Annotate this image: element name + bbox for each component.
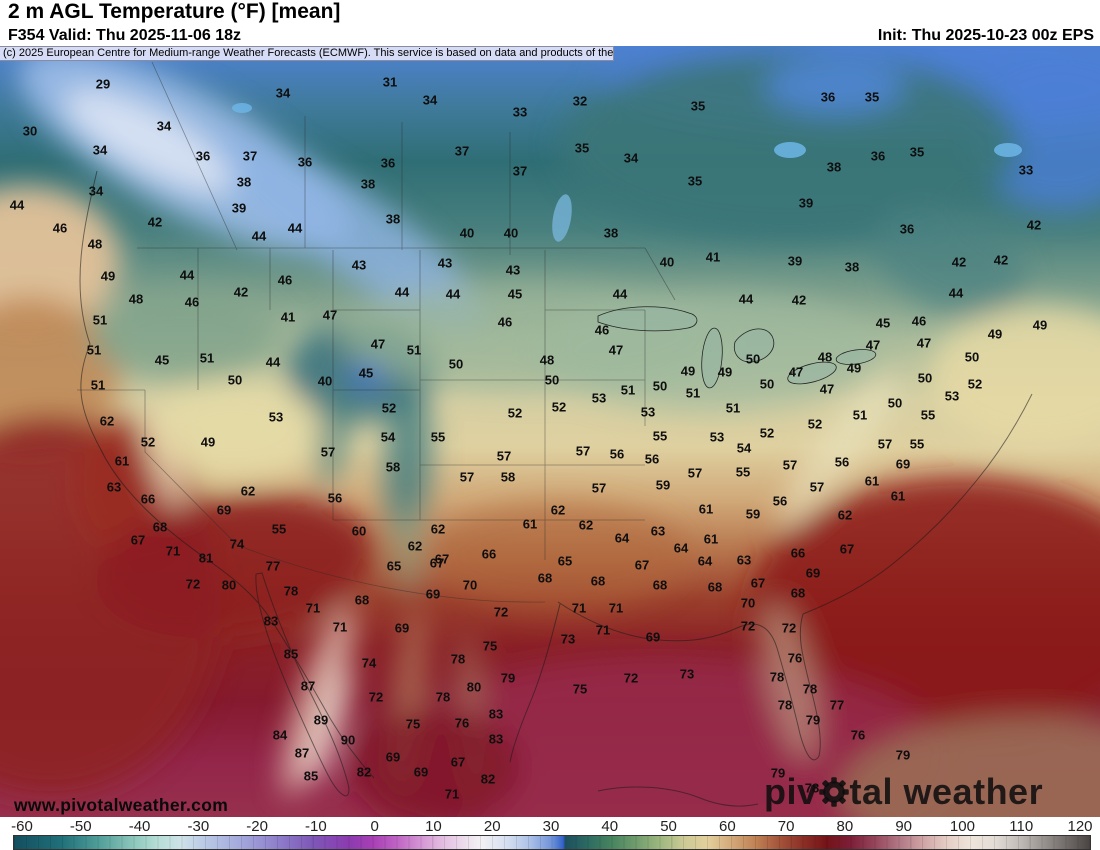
border-lines — [77, 61, 676, 603]
valid-time-label: F354 Valid: Thu 2025-11-06 18z — [8, 27, 242, 44]
colorbar-tick-label: -30 — [187, 818, 210, 835]
colorbar-tick-label: 10 — [425, 818, 442, 835]
brand-text-suffix: tal weather — [849, 771, 1044, 812]
colorbar-legend: -60 -50 -40 -30 -20 -10 0 10 20 30 40 50 60 70 80 90 100… — [0, 817, 1100, 850]
lake-shapes-canada — [232, 103, 1022, 242]
coastline-lines — [79, 170, 1033, 807]
colorbar-tick-label: 0 — [370, 818, 379, 835]
colorbar-tick-label: -20 — [246, 818, 268, 835]
colorbar-gradient — [13, 835, 1091, 850]
colorbar-tick-label: -60 — [11, 818, 33, 835]
copyright-bar: (c) 2025 European Centre for Medium-rang… — [0, 46, 614, 61]
brand-text-prefix: piv — [764, 771, 818, 812]
colorbar-tick-label: -40 — [128, 818, 151, 835]
temperature-field-features — [0, 46, 1100, 817]
colorbar-tick-label: 110 — [1009, 818, 1034, 835]
colorbar-tick-label: 60 — [718, 818, 736, 835]
watermark-url: www.pivotalweather.com — [14, 795, 229, 815]
map-field-svg — [0, 46, 1100, 817]
gear-icon — [818, 774, 849, 816]
colorbar-tick-label: 40 — [601, 818, 619, 835]
init-time-label: Init: Thu 2025-10-23 00z EPS — [877, 27, 1094, 44]
watermark-brand: piv tal weather — [764, 768, 1043, 816]
colorbar-tick-row: -60 -50 -40 -30 -20 -10 0 10 20 30 40 50 60 70 80 90 100… — [0, 817, 1100, 835]
colorbar-tick-label: 70 — [777, 818, 795, 835]
temperature-map-canvas — [0, 46, 1100, 817]
colorbar-tick-label: 80 — [836, 818, 854, 835]
page-title: 2 m AGL Temperature (°F) [mean] — [8, 0, 341, 23]
colorbar-tick-label: 30 — [542, 818, 560, 835]
colorbar-tick-label: 100 — [949, 818, 975, 835]
colorbar-tick-label: 20 — [483, 818, 501, 835]
colorbar-tick-label: 120 — [1067, 818, 1093, 835]
colorbar-tick-label: 50 — [660, 818, 677, 835]
colorbar-tick-label: -10 — [305, 818, 327, 835]
great-lakes-shapes — [597, 306, 877, 389]
colorbar-tick-label: 90 — [895, 818, 912, 835]
colorbar-tick-label: -50 — [69, 818, 92, 835]
